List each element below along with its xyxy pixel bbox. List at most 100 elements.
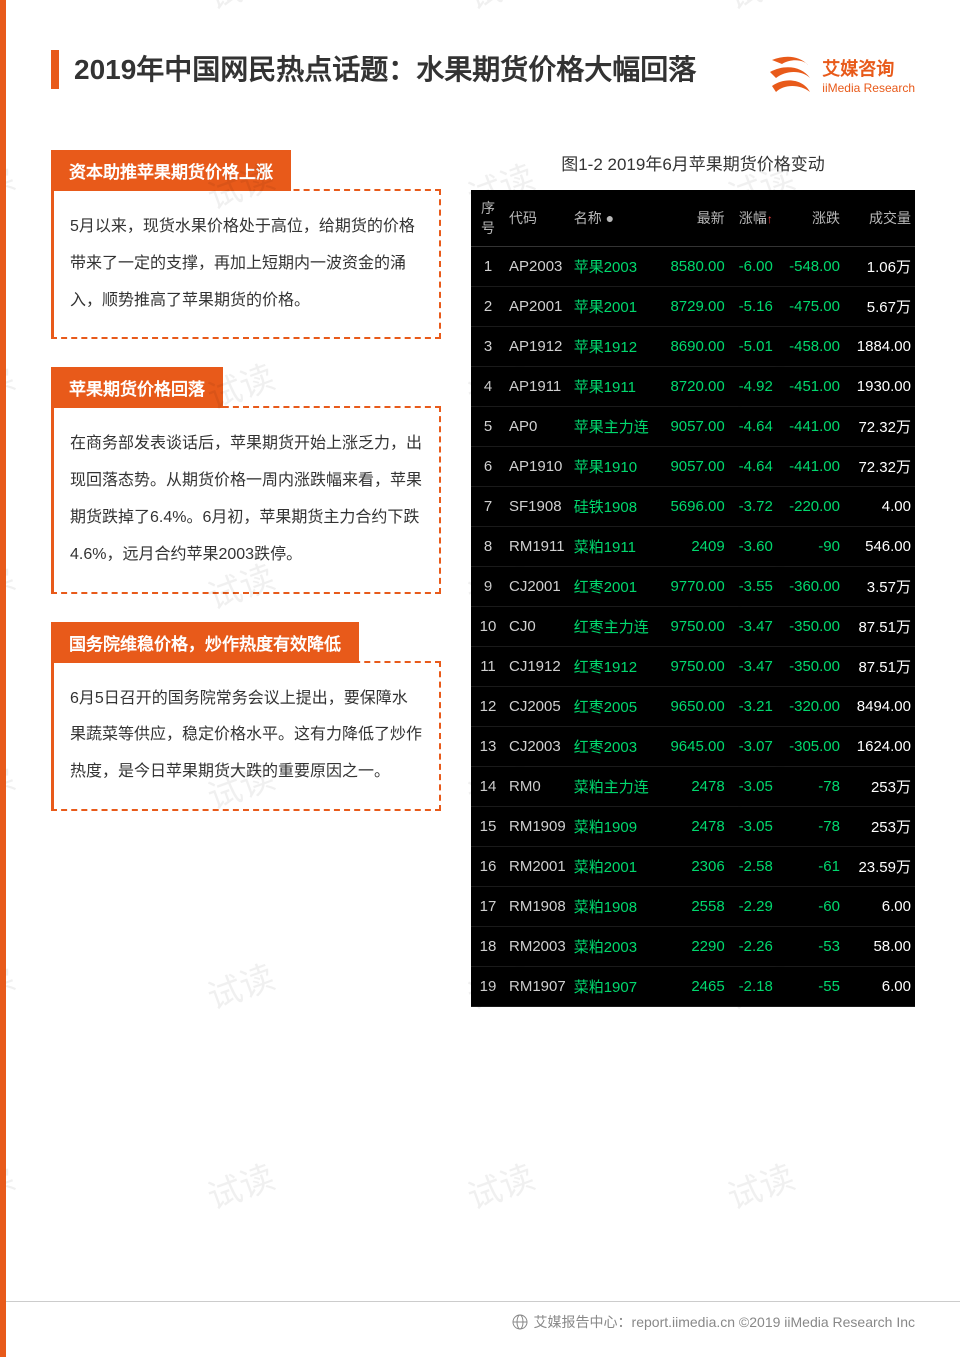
table-cell: 8494.00 xyxy=(844,687,915,727)
section-block: 苹果期货价格回落在商务部发表谈话后，苹果期货开始上涨乏力，出现回落态势。从期货价… xyxy=(51,367,441,593)
table-cell: -350.00 xyxy=(777,647,844,687)
table-row: 11CJ1912红枣19129750.00-3.47-350.0087.51万 xyxy=(471,647,915,687)
table-row: 17RM1908菜粕19082558-2.29-606.00 xyxy=(471,887,915,927)
watermark-text: 试读 xyxy=(200,1150,281,1219)
table-body: 1AP2003苹果20038580.00-6.00-548.001.06万2AP… xyxy=(471,247,915,1007)
table-row: 4AP1911苹果19118720.00-4.92-451.001930.00 xyxy=(471,367,915,407)
table-cell: 1624.00 xyxy=(844,727,915,767)
table-row: 2AP2001苹果20018729.00-5.16-475.005.67万 xyxy=(471,287,915,327)
table-row: 12CJ2005红枣20059650.00-3.21-320.008494.00 xyxy=(471,687,915,727)
table-col-header: 成交量 xyxy=(844,190,915,247)
table-cell: AP0 xyxy=(505,407,570,447)
watermark-text: 试读 xyxy=(720,0,801,19)
table-cell: 9750.00 xyxy=(658,607,729,647)
table-cell: 9057.00 xyxy=(658,407,729,447)
table-cell: CJ1912 xyxy=(505,647,570,687)
watermark-text: 试读 xyxy=(6,750,20,819)
footer-globe-icon xyxy=(512,1314,528,1330)
table-cell: 苹果2003 xyxy=(570,247,658,287)
section-heading: 资本助推苹果期货价格上涨 xyxy=(51,150,291,191)
table-cell: -458.00 xyxy=(777,327,844,367)
table-cell: 16 xyxy=(471,847,505,887)
table-cell: 5696.00 xyxy=(658,487,729,527)
table-cell: 3 xyxy=(471,327,505,367)
table-cell: 7 xyxy=(471,487,505,527)
table-cell: -6.00 xyxy=(729,247,777,287)
title-wrap: 2019年中国网民热点话题：水果期货价格大幅回落 xyxy=(51,50,764,89)
table-cell: 2478 xyxy=(658,767,729,807)
page-title: 2019年中国网民热点话题：水果期货价格大幅回落 xyxy=(51,50,764,89)
logo-text: 艾媒咨询 iiMedia Research xyxy=(822,55,915,95)
table-cell: -3.47 xyxy=(729,647,777,687)
table-cell: 菜粕1907 xyxy=(570,967,658,1007)
table-cell: 6.00 xyxy=(844,887,915,927)
table-cell: 2306 xyxy=(658,847,729,887)
table-cell: 9645.00 xyxy=(658,727,729,767)
table-cell: -3.60 xyxy=(729,527,777,567)
table-cell: 9750.00 xyxy=(658,647,729,687)
table-cell: -3.05 xyxy=(729,767,777,807)
watermark-text: 试读 xyxy=(6,350,20,419)
section-heading: 国务院维稳价格，炒作热度有效降低 xyxy=(51,622,359,663)
table-cell: 9770.00 xyxy=(658,567,729,607)
table-cell: -3.55 xyxy=(729,567,777,607)
table-cell: RM1908 xyxy=(505,887,570,927)
table-cell: 3.57万 xyxy=(844,567,915,607)
table-cell: -3.05 xyxy=(729,807,777,847)
footer-text: 艾媒报告中心：report.iimedia.cn ©2019 iiMedia R… xyxy=(534,1312,915,1332)
table-row: 9CJ2001红枣20019770.00-3.55-360.003.57万 xyxy=(471,567,915,607)
table-cell: -305.00 xyxy=(777,727,844,767)
table-cell: 2478 xyxy=(658,807,729,847)
table-cell: 2290 xyxy=(658,927,729,967)
footer: 艾媒报告中心：report.iimedia.cn ©2019 iiMedia R… xyxy=(6,1301,960,1332)
table-cell: RM1907 xyxy=(505,967,570,1007)
section-body: 6月5日召开的国务院常务会议上提出，要保障水果蔬菜等供应，稳定价格水平。这有力降… xyxy=(51,661,441,811)
watermark-text: 试读 xyxy=(720,1350,801,1357)
logo-icon xyxy=(764,50,814,100)
table-cell: CJ2001 xyxy=(505,567,570,607)
table-cell: -55 xyxy=(777,967,844,1007)
table-cell: 红枣主力连 xyxy=(570,607,658,647)
table-cell: 23.59万 xyxy=(844,847,915,887)
table-cell: 8720.00 xyxy=(658,367,729,407)
brand-logo: 艾媒咨询 iiMedia Research xyxy=(764,50,915,100)
table-cell: -90 xyxy=(777,527,844,567)
watermark-text: 试读 xyxy=(460,1350,541,1357)
table-cell: 4.00 xyxy=(844,487,915,527)
table-cell: 87.51万 xyxy=(844,607,915,647)
table-cell: 菜粕主力连 xyxy=(570,767,658,807)
right-column: 图1-2 2019年6月苹果期货价格变动 序号代码名称 ●最新涨幅↑涨跌成交量 … xyxy=(471,150,915,1007)
watermark-text: 试读 xyxy=(460,1150,541,1219)
section-block: 国务院维稳价格，炒作热度有效降低6月5日召开的国务院常务会议上提出，要保障水果蔬… xyxy=(51,622,441,811)
logo-cn: 艾媒咨询 xyxy=(822,55,915,81)
table-col-header: 涨幅↑ xyxy=(729,190,777,247)
table-cell: 1930.00 xyxy=(844,367,915,407)
table-cell: 2 xyxy=(471,287,505,327)
table-cell: 菜粕1908 xyxy=(570,887,658,927)
table-cell: 红枣2001 xyxy=(570,567,658,607)
table-row: 10CJ0红枣主力连9750.00-3.47-350.0087.51万 xyxy=(471,607,915,647)
table-cell: 19 xyxy=(471,967,505,1007)
table-cell: 苹果1911 xyxy=(570,367,658,407)
table-cell: 苹果1910 xyxy=(570,447,658,487)
table-row: 5AP0苹果主力连9057.00-4.64-441.0072.32万 xyxy=(471,407,915,447)
table-cell: 红枣2003 xyxy=(570,727,658,767)
table-cell: 4 xyxy=(471,367,505,407)
table-cell: -78 xyxy=(777,807,844,847)
table-cell: -2.26 xyxy=(729,927,777,967)
table-cell: -5.16 xyxy=(729,287,777,327)
table-cell: AP1911 xyxy=(505,367,570,407)
table-cell: -360.00 xyxy=(777,567,844,607)
table-row: 16RM2001菜粕20012306-2.58-6123.59万 xyxy=(471,847,915,887)
table-row: 18RM2003菜粕20032290-2.26-5358.00 xyxy=(471,927,915,967)
table-cell: RM0 xyxy=(505,767,570,807)
left-column: 资本助推苹果期货价格上涨5月以来，现货水果价格处于高位，给期货的价格带来了一定的… xyxy=(51,150,441,1007)
watermark-text: 试读 xyxy=(200,1350,281,1357)
table-cell: 菜粕1911 xyxy=(570,527,658,567)
table-cell: RM2001 xyxy=(505,847,570,887)
table-row: 3AP1912苹果19128690.00-5.01-458.001884.00 xyxy=(471,327,915,367)
table-cell: -3.21 xyxy=(729,687,777,727)
table-header-row: 序号代码名称 ●最新涨幅↑涨跌成交量 xyxy=(471,190,915,247)
table-cell: -2.58 xyxy=(729,847,777,887)
logo-en: iiMedia Research xyxy=(822,81,915,95)
